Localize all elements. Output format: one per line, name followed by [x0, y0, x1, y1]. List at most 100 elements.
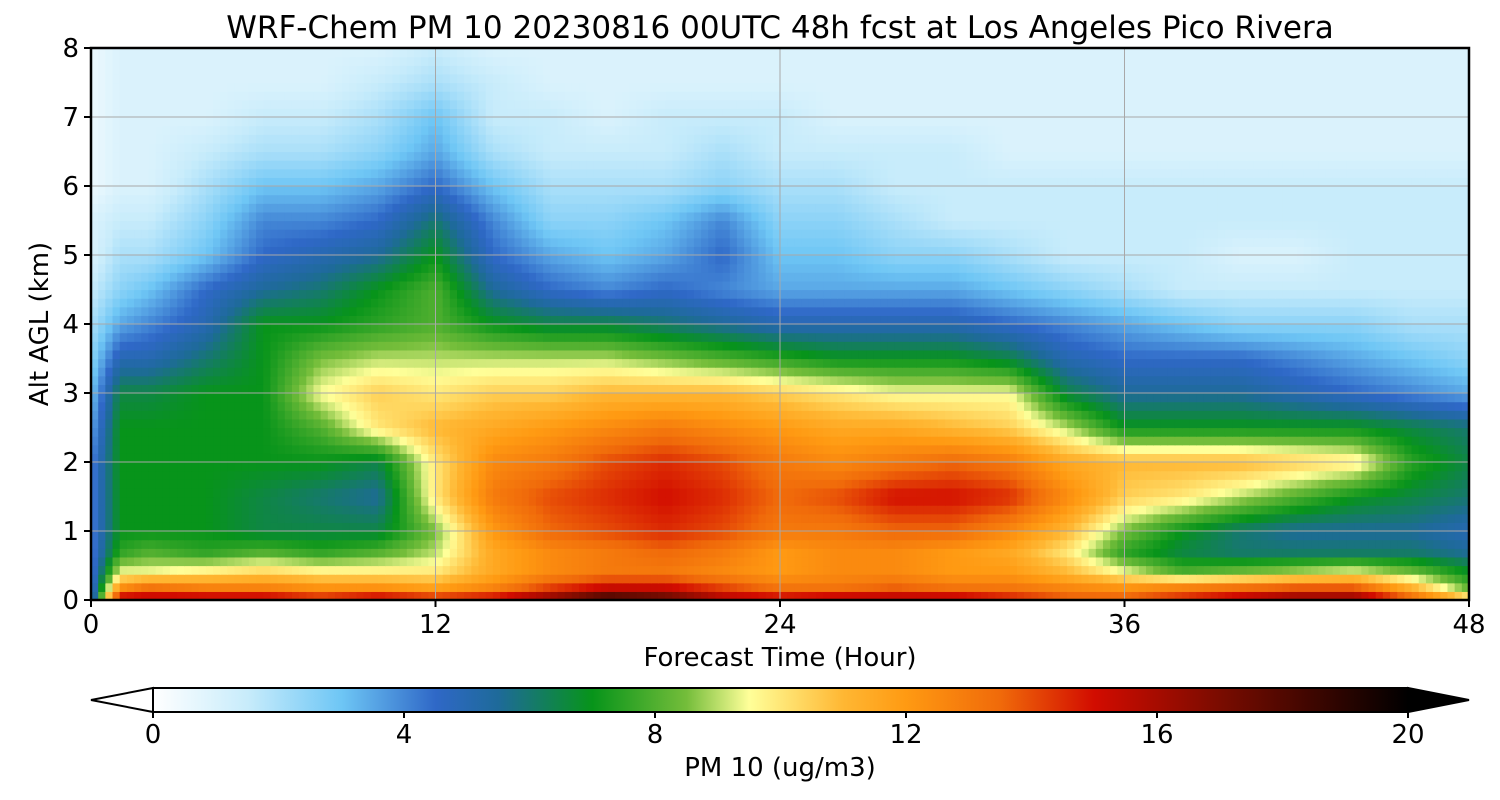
heatmap-cell — [1425, 410, 1434, 420]
heatmap-cell — [952, 505, 961, 515]
heatmap-cell — [1095, 496, 1104, 506]
heatmap-cell — [435, 393, 444, 403]
heatmap-cell — [256, 582, 264, 592]
heatmap-cell — [815, 487, 824, 498]
heatmap-cell — [945, 401, 953, 411]
heatmap-cell — [995, 393, 1004, 403]
heatmap-cell — [421, 565, 429, 575]
heatmap-cell — [1397, 565, 1406, 575]
heatmap-cell — [851, 436, 860, 446]
heatmap-cell — [909, 427, 917, 437]
heatmap-cell — [449, 591, 458, 601]
heatmap-cell — [1059, 556, 1068, 567]
heatmap-cell — [485, 410, 494, 420]
heatmap-cell — [1433, 427, 1441, 437]
heatmap-cell — [607, 410, 616, 420]
heatmap-cell — [1052, 565, 1061, 575]
heatmap-cell — [1002, 582, 1011, 592]
heatmap-cell — [794, 453, 803, 463]
heatmap-cell — [177, 427, 185, 437]
heatmap-cell — [780, 436, 788, 446]
heatmap-cell — [1311, 548, 1319, 558]
heatmap-cell — [952, 401, 961, 411]
heatmap-cell — [629, 565, 638, 575]
heatmap-cell — [1102, 453, 1111, 463]
heatmap-cell — [758, 531, 767, 541]
heatmap-cell — [521, 427, 530, 437]
heatmap-cell — [1433, 410, 1441, 420]
heatmap-cell — [729, 436, 738, 446]
heatmap-cell — [1447, 505, 1456, 515]
heatmap-cell — [306, 410, 315, 420]
heatmap-cell — [593, 470, 602, 480]
heatmap-cell — [1024, 531, 1032, 541]
heatmap-cell — [1397, 574, 1406, 584]
heatmap-cell — [851, 479, 860, 489]
heatmap-cell — [1275, 487, 1283, 498]
heatmap-cell — [385, 470, 394, 480]
heatmap-cell — [1181, 401, 1190, 411]
heatmap-cell — [1074, 470, 1083, 480]
heatmap-cell — [1346, 462, 1355, 472]
heatmap-cell — [973, 565, 982, 575]
heatmap-cell — [1131, 522, 1140, 532]
heatmap-cell — [1418, 393, 1427, 403]
heatmap-cell — [270, 591, 279, 601]
heatmap-cell — [449, 427, 458, 437]
heatmap-cell — [586, 470, 594, 480]
heatmap-cell — [1303, 574, 1312, 584]
heatmap-cell — [1418, 522, 1427, 532]
heatmap-cell — [105, 375, 114, 385]
heatmap-cell — [442, 539, 451, 549]
heatmap-cell — [227, 548, 236, 558]
heatmap-cell — [1339, 548, 1348, 558]
heatmap-cell — [1289, 531, 1298, 541]
heatmap-cell — [1124, 479, 1133, 489]
heatmap-cell — [1282, 531, 1291, 541]
heatmap-cell — [1375, 410, 1384, 420]
heatmap-cell — [801, 453, 810, 463]
heatmap-cell — [858, 513, 867, 523]
heatmap-cell — [708, 462, 717, 472]
heatmap-cell — [141, 436, 150, 446]
heatmap-cell — [657, 513, 666, 523]
heatmap-cell — [945, 548, 953, 558]
heatmap-cell — [665, 427, 673, 437]
heatmap-cell — [356, 539, 365, 549]
heatmap-cell — [751, 384, 760, 394]
heatmap-cell — [600, 505, 609, 515]
heatmap-cell — [1296, 539, 1305, 549]
heatmap-cell — [184, 401, 193, 411]
heatmap-cell — [342, 539, 350, 549]
heatmap-cell — [478, 410, 487, 420]
heatmap-cell — [263, 436, 272, 446]
heatmap-cell — [1095, 556, 1104, 567]
heatmap-cell — [442, 548, 451, 558]
heatmap-cell — [1146, 591, 1154, 601]
heatmap-cell — [213, 410, 221, 420]
heatmap-cell — [421, 496, 429, 506]
heatmap-cell — [1153, 548, 1161, 558]
heatmap-cell — [521, 548, 530, 558]
heatmap-cell — [937, 384, 946, 394]
heatmap-cell — [909, 556, 917, 567]
heatmap-cell — [945, 436, 953, 446]
heatmap-cell — [213, 496, 221, 506]
heatmap-cell — [256, 444, 264, 454]
heatmap-cell — [1418, 539, 1427, 549]
heatmap-cell — [277, 427, 286, 437]
heatmap-cell — [708, 401, 717, 411]
heatmap-cell — [406, 444, 415, 454]
heatmap-cell — [586, 427, 594, 437]
heatmap-cell — [413, 384, 422, 394]
heatmap-cell — [1260, 384, 1269, 394]
heatmap-cell — [1246, 375, 1255, 385]
heatmap-cell — [1246, 393, 1255, 403]
heatmap-cell — [945, 487, 953, 498]
heatmap-cell — [880, 513, 889, 523]
heatmap-cell — [744, 582, 752, 592]
heatmap-cell — [1375, 487, 1384, 498]
heatmap-cell — [514, 574, 523, 584]
heatmap-cell — [105, 513, 114, 523]
heatmap-cell — [1210, 539, 1219, 549]
